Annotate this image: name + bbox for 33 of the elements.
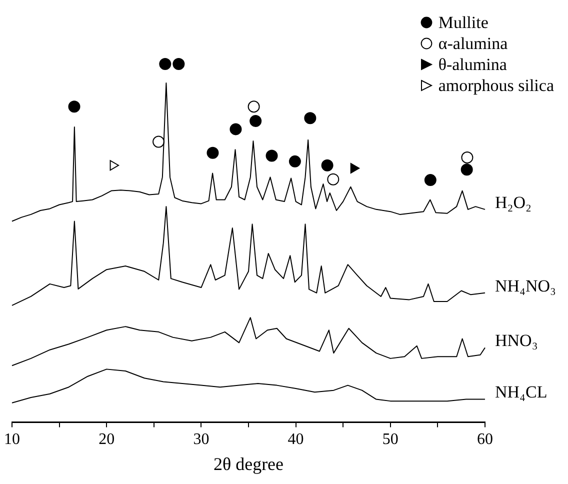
legend-label: amorphous silica: [438, 75, 554, 96]
point: [288, 155, 301, 168]
point: [172, 58, 185, 70]
point: [250, 114, 262, 127]
point: [350, 162, 360, 174]
x-tick-label: 60: [477, 431, 493, 448]
legend-label: α-alumina: [438, 33, 508, 54]
point: [461, 151, 474, 164]
x-axis-title: 2θ degree: [213, 454, 284, 474]
series-label: H₂O₂: [495, 192, 532, 212]
x-tick-label: 10: [4, 431, 20, 448]
point: [460, 164, 473, 176]
legend-label: θ-alumina: [438, 54, 507, 75]
x-tick-label: 20: [98, 431, 115, 448]
point: [68, 100, 80, 113]
series-label: HNO₃: [495, 331, 538, 350]
x-tick-label: 40: [288, 431, 304, 448]
series-label: NH₄NO₃: [495, 276, 556, 296]
x-tick-label: 50: [382, 431, 398, 448]
point: [230, 123, 242, 136]
point: [321, 159, 334, 172]
point: [327, 173, 340, 186]
point: [159, 58, 172, 70]
point: [110, 160, 120, 171]
point: [266, 150, 278, 162]
point: [152, 136, 165, 148]
point: [248, 100, 260, 113]
series-label: NH₄CL: [495, 382, 548, 402]
x-tick-label: 30: [193, 431, 210, 448]
legend-label: Mullite: [438, 12, 488, 33]
point: [304, 112, 316, 124]
point: [424, 174, 436, 186]
point: [206, 146, 219, 159]
